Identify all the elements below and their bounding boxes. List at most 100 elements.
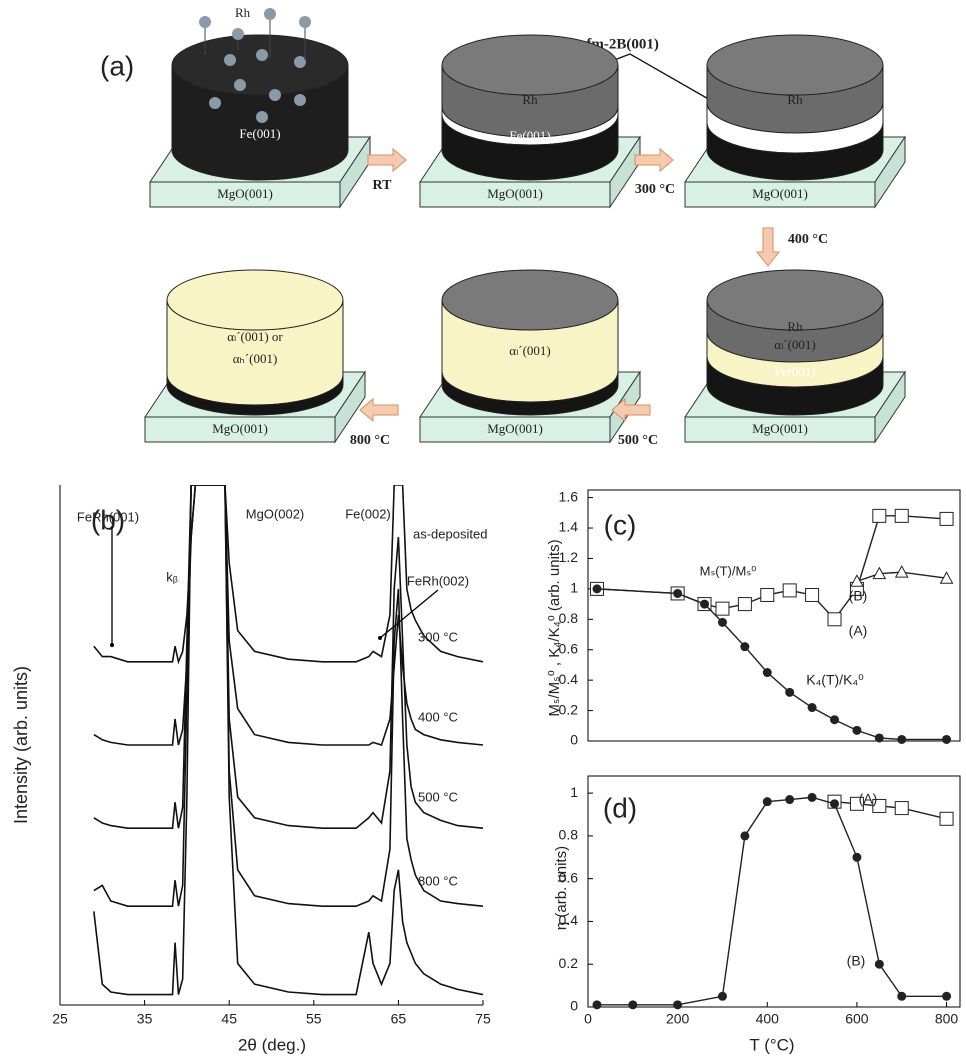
marker [830,799,839,808]
marker [740,642,749,651]
substrate-label: MgO(001) [212,421,268,436]
atom [256,49,268,61]
marker [718,618,727,627]
marker [761,588,774,601]
marker [942,992,951,1001]
x-tick-label: 400 [756,1011,780,1027]
y-tick-label: 0.8 [559,827,579,843]
atom [209,97,221,109]
series-label: 800 °C [418,873,458,888]
marker [785,688,794,697]
marker [875,960,884,969]
layer-label: αₗ´(001) [509,343,550,358]
marker [592,584,601,593]
arrow-head [110,643,114,647]
atom [234,79,246,91]
layer-label: Rh [522,92,538,107]
layer-label: Fe(001) [774,130,815,145]
x-axis-title: T (°C) [749,1035,794,1054]
series-line [597,516,947,619]
series-label: (B) [847,953,866,969]
x-tick-label: 0 [584,1011,592,1027]
marker [738,598,751,611]
substrate-label: MgO(001) [752,186,808,201]
marker [852,726,861,735]
layer-label: αₕ´(001) [233,351,278,366]
layer-label: Fe(001) [509,128,550,143]
step-arrow [360,399,398,421]
marker [592,1000,601,1009]
atom [224,54,236,66]
x-tick-label: 600 [845,1011,869,1027]
marker [763,668,772,677]
marker [808,793,817,802]
layer-label: Fe(001) [774,364,815,379]
series-label: as-deposited [413,526,487,541]
substrate-label: MgO(001) [487,186,543,201]
atom [299,16,311,28]
marker [897,992,906,1001]
step-label: 400 °C [788,232,828,247]
series-line [94,485,483,745]
layer-label: αₗ´(001) or [227,329,283,344]
y-tick-label: 1.6 [559,488,579,504]
arrow-head [378,636,382,640]
substrate-label: MgO(001) [752,421,808,436]
x-tick-label: 65 [391,1011,407,1027]
panel-label: (d) [603,792,637,823]
figure: (a) Rh nfm-2B(001) MgO(001)Fe(001)MgO(00… [0,0,966,1057]
annotation: Mₛ(T)/Mₛ⁰ [700,563,757,578]
y-tick-label: 1 [570,784,578,800]
layer-label: αₗ´(001) [774,337,815,352]
panel-label: (a) [100,50,134,81]
cylinder-top [167,270,343,330]
marker [895,802,908,815]
step-arrow [368,149,406,171]
plot-frame [588,490,960,741]
y-axis-title: Intensity (arb. units) [11,666,31,824]
marker [718,992,727,1001]
atom [269,89,281,101]
marker [716,602,729,615]
marker [942,735,951,744]
x-tick-label: 25 [52,1011,68,1027]
x-tick-label: 75 [475,1011,491,1027]
marker [830,715,839,724]
marker [828,613,841,626]
marker [806,588,819,601]
y-axis-title: η (arb. units) [553,846,570,930]
page: {"diagram":{"label":"(a)","deposit":"Rh"… [0,0,966,1057]
y-tick-label: 1.4 [559,519,579,535]
y-tick-label: 0 [570,732,578,748]
marker [808,703,817,712]
marker [852,853,861,862]
y-tick-label: 1 [570,580,578,596]
series-line [94,485,483,906]
marker [673,1000,682,1009]
layer-label: Rh [787,92,803,107]
step-arrow [635,149,673,171]
annotation: Fe(002) [345,506,391,521]
step-arrow [757,228,779,266]
atom [294,56,306,68]
marker [628,1000,637,1009]
series-line [94,485,483,995]
marker [700,600,709,609]
marker [896,566,908,577]
marker [940,512,953,525]
x-tick-label: 200 [666,1011,690,1027]
marker [897,735,906,744]
substrate-label: MgO(001) [217,186,273,201]
series-label: (B) [849,588,868,604]
marker [895,509,908,522]
x-tick-label: 800 [935,1011,959,1027]
x-axis-title: 2θ (deg.) [238,1035,306,1054]
atom [264,8,276,20]
marker [785,795,794,804]
annotation: FeRh(002) [407,573,469,588]
panel-label: (c) [604,509,637,540]
marker [763,797,772,806]
series-line [597,589,947,740]
annotation: FeRh(001) [77,509,139,524]
series-line [597,797,947,1004]
